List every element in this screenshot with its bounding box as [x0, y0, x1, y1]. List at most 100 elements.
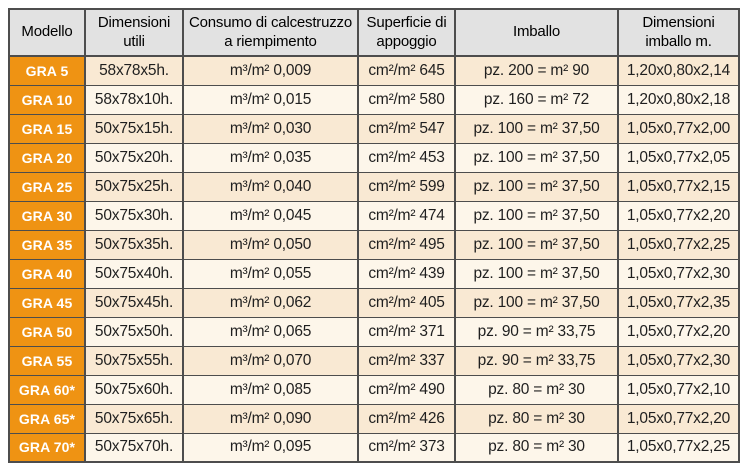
dimensioni-imballo-cell: 1,05x0,77x2,30	[617, 258, 740, 289]
consumo-cell: m³/m² 0,062	[182, 287, 359, 318]
superficie-cell: cm²/m² 371	[357, 316, 456, 347]
consumo-cell: m³/m² 0,070	[182, 345, 359, 376]
dimensioni-imballo-cell: 1,05x0,77x2,15	[617, 171, 740, 202]
dimensioni-utili-cell: 50x75x60h.	[84, 374, 184, 405]
table-row: GRA 25 50x75x25h. m³/m² 0,040 cm²/m² 599 pz.…	[8, 171, 740, 202]
column-header-consumo: Consumo di calcestruzzo a riempimento	[182, 8, 359, 57]
table-row: GRA 50 50x75x50h. m³/m² 0,065 cm²/m² 371 pz.…	[8, 316, 740, 347]
superficie-cell: cm²/m² 495	[357, 229, 456, 260]
model-cell: GRA 45	[8, 287, 86, 318]
consumo-cell: m³/m² 0,015	[182, 84, 359, 115]
dimensioni-utili-cell: 50x75x30h.	[84, 200, 184, 231]
consumo-cell: m³/m² 0,095	[182, 432, 359, 463]
dimensioni-imballo-cell: 1,05x0,77x2,25	[617, 432, 740, 463]
superficie-cell: cm²/m² 426	[357, 403, 456, 434]
dimensioni-utili-cell: 50x75x50h.	[84, 316, 184, 347]
dimensioni-imballo-cell: 1,05x0,77x2,20	[617, 403, 740, 434]
superficie-cell: cm²/m² 547	[357, 113, 456, 144]
consumo-cell: m³/m² 0,040	[182, 171, 359, 202]
model-cell: GRA 70*	[8, 432, 86, 463]
dimensioni-imballo-cell: 1,05x0,77x2,20	[617, 316, 740, 347]
imballo-cell: pz. 160 = m² 72	[454, 84, 619, 115]
imballo-cell: pz. 80 = m² 30	[454, 432, 619, 463]
imballo-cell: pz. 100 = m² 37,50	[454, 171, 619, 202]
model-cell: GRA 40	[8, 258, 86, 289]
table-row: GRA 70* 50x75x70h. m³/m² 0,095 cm²/m² 373 pz…	[8, 432, 740, 463]
table-row: GRA 30 50x75x30h. m³/m² 0,045 cm²/m² 474 pz.…	[8, 200, 740, 231]
dimensioni-utili-cell: 50x75x55h.	[84, 345, 184, 376]
imballo-cell: pz. 100 = m² 37,50	[454, 200, 619, 231]
dimensioni-utili-cell: 50x75x25h.	[84, 171, 184, 202]
column-header-superficie: Superficie di appoggio	[357, 8, 456, 57]
superficie-cell: cm²/m² 580	[357, 84, 456, 115]
dimensioni-utili-cell: 50x75x70h.	[84, 432, 184, 463]
model-cell: GRA 55	[8, 345, 86, 376]
dimensioni-utili-cell: 50x75x35h.	[84, 229, 184, 260]
column-header-dimensioni-utili: Dimensioni utili	[84, 8, 184, 57]
model-cell: GRA 60*	[8, 374, 86, 405]
table-row: GRA 20 50x75x20h. m³/m² 0,035 cm²/m² 453 pz.…	[8, 142, 740, 173]
superficie-cell: cm²/m² 490	[357, 374, 456, 405]
table-row: GRA 60* 50x75x60h. m³/m² 0,085 cm²/m² 490 pz…	[8, 374, 740, 405]
model-cell: GRA 20	[8, 142, 86, 173]
dimensioni-utili-cell: 50x75x15h.	[84, 113, 184, 144]
consumo-cell: m³/m² 0,045	[182, 200, 359, 231]
dimensioni-utili-cell: 50x75x40h.	[84, 258, 184, 289]
imballo-cell: pz. 80 = m² 30	[454, 374, 619, 405]
imballo-cell: pz. 200 = m² 90	[454, 55, 619, 86]
model-cell: GRA 30	[8, 200, 86, 231]
dimensioni-utili-cell: 50x75x65h.	[84, 403, 184, 434]
table-row: GRA 5 58x78x5h. m³/m² 0,009 cm²/m² 645 pz. 2…	[8, 55, 740, 86]
table-body: GRA 5 58x78x5h. m³/m² 0,009 cm²/m² 645 pz. 2…	[8, 55, 740, 463]
model-cell: GRA 35	[8, 229, 86, 260]
superficie-cell: cm²/m² 337	[357, 345, 456, 376]
dimensioni-imballo-cell: 1,05x0,77x2,30	[617, 345, 740, 376]
imballo-cell: pz. 100 = m² 37,50	[454, 142, 619, 173]
imballo-cell: pz. 100 = m² 37,50	[454, 258, 619, 289]
dimensioni-imballo-cell: 1,05x0,77x2,05	[617, 142, 740, 173]
table-row: GRA 45 50x75x45h. m³/m² 0,062 cm²/m² 405 pz.…	[8, 287, 740, 318]
column-header-modello: Modello	[8, 8, 86, 57]
table-row: GRA 35 50x75x35h. m³/m² 0,050 cm²/m² 495 pz.…	[8, 229, 740, 260]
superficie-cell: cm²/m² 439	[357, 258, 456, 289]
dimensioni-utili-cell: 50x75x20h.	[84, 142, 184, 173]
imballo-cell: pz. 100 = m² 37,50	[454, 287, 619, 318]
dimensioni-utili-cell: 58x78x5h.	[84, 55, 184, 86]
superficie-cell: cm²/m² 599	[357, 171, 456, 202]
consumo-cell: m³/m² 0,050	[182, 229, 359, 260]
imballo-cell: pz. 100 = m² 37,50	[454, 113, 619, 144]
dimensioni-imballo-cell: 1,20x0,80x2,14	[617, 55, 740, 86]
superficie-cell: cm²/m² 645	[357, 55, 456, 86]
product-spec-table: Modello Dimensioni utili Consumo di calces…	[8, 8, 740, 463]
imballo-cell: pz. 80 = m² 30	[454, 403, 619, 434]
header-row: Modello Dimensioni utili Consumo di calces…	[8, 8, 740, 57]
consumo-cell: m³/m² 0,055	[182, 258, 359, 289]
table-row: GRA 40 50x75x40h. m³/m² 0,055 cm²/m² 439 pz.…	[8, 258, 740, 289]
consumo-cell: m³/m² 0,085	[182, 374, 359, 405]
model-cell: GRA 25	[8, 171, 86, 202]
model-cell: GRA 10	[8, 84, 86, 115]
table-row: GRA 10 58x78x10h. m³/m² 0,015 cm²/m² 580 pz.…	[8, 84, 740, 115]
model-cell: GRA 50	[8, 316, 86, 347]
column-header-dimensioni-imballo: Dimensioni imballo m.	[617, 8, 740, 57]
dimensioni-utili-cell: 58x78x10h.	[84, 84, 184, 115]
model-cell: GRA 5	[8, 55, 86, 86]
consumo-cell: m³/m² 0,035	[182, 142, 359, 173]
superficie-cell: cm²/m² 474	[357, 200, 456, 231]
imballo-cell: pz. 90 = m² 33,75	[454, 316, 619, 347]
column-header-imballo: Imballo	[454, 8, 619, 57]
dimensioni-imballo-cell: 1,05x0,77x2,20	[617, 200, 740, 231]
model-cell: GRA 15	[8, 113, 86, 144]
dimensioni-imballo-cell: 1,05x0,77x2,35	[617, 287, 740, 318]
table-row: GRA 15 50x75x15h. m³/m² 0,030 cm²/m² 547 pz.…	[8, 113, 740, 144]
dimensioni-imballo-cell: 1,05x0,77x2,00	[617, 113, 740, 144]
consumo-cell: m³/m² 0,030	[182, 113, 359, 144]
consumo-cell: m³/m² 0,065	[182, 316, 359, 347]
dimensioni-imballo-cell: 1,05x0,77x2,10	[617, 374, 740, 405]
dimensioni-imballo-cell: 1,05x0,77x2,25	[617, 229, 740, 260]
imballo-cell: pz. 90 = m² 33,75	[454, 345, 619, 376]
consumo-cell: m³/m² 0,090	[182, 403, 359, 434]
dimensioni-imballo-cell: 1,20x0,80x2,18	[617, 84, 740, 115]
superficie-cell: cm²/m² 453	[357, 142, 456, 173]
